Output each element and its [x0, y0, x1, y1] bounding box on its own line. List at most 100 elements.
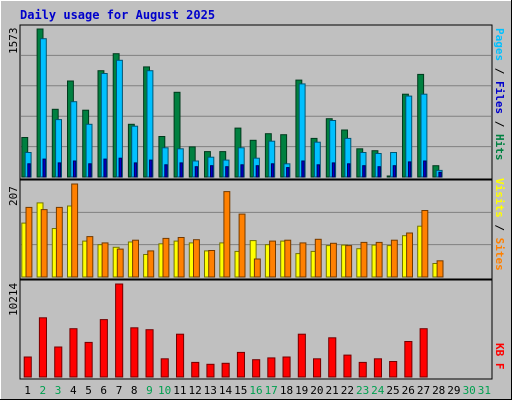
- panel-side-label: Visits / Sites: [493, 178, 506, 271]
- bar-kb-f-day-8: [130, 327, 139, 378]
- x-tick-label-day-3: 3: [55, 384, 62, 397]
- bar-pages-day-8: [133, 162, 138, 178]
- bar-sites-day-18: [284, 239, 292, 278]
- x-tick-label-day-5: 5: [85, 384, 92, 397]
- bar-sites-day-23: [360, 241, 368, 278]
- bar-pages-day-9: [149, 159, 153, 178]
- x-tick-label-day-14: 14: [219, 384, 233, 397]
- x-tick-label-day-19: 19: [295, 384, 308, 397]
- bar-pages-day-27: [423, 160, 427, 178]
- bar-sites-day-6: [101, 242, 109, 278]
- bar-kb-f-day-20: [313, 358, 322, 378]
- bar-kb-f-day-21: [328, 337, 337, 378]
- bar-sites-day-10: [162, 237, 170, 278]
- bar-kb-f-day-6: [99, 319, 108, 378]
- bar-kb-f-day-25: [389, 361, 398, 378]
- x-tick-label-day-6: 6: [100, 384, 107, 397]
- bar-pages-day-19: [301, 160, 305, 178]
- x-tick-label-day-1: 1: [24, 384, 31, 397]
- bar-kb-f-day-7: [115, 283, 124, 378]
- bar-kb-f-day-22: [343, 354, 352, 378]
- x-tick-label-day-18: 18: [280, 384, 293, 397]
- bar-sites-day-8: [132, 239, 140, 278]
- bar-kb-f-day-2: [38, 317, 48, 378]
- x-tick-label-day-12: 12: [188, 384, 201, 397]
- bar-kb-f-day-11: [176, 333, 185, 378]
- bar-sites-day-19: [299, 242, 307, 278]
- x-tick-label-day-4: 4: [70, 384, 77, 397]
- x-tick-label-day-27: 27: [417, 384, 430, 397]
- bar-sites-day-16: [253, 258, 261, 278]
- bar-kb-f-day-9: [145, 329, 154, 378]
- bar-sites-day-15: [238, 213, 246, 278]
- bar-kb-f-day-13: [206, 363, 215, 378]
- side-label-part: KB F: [493, 343, 506, 370]
- x-tick-label-day-20: 20: [310, 384, 323, 397]
- bar-pages-day-24: [377, 166, 381, 178]
- x-tick-label-day-7: 7: [116, 384, 123, 397]
- panel-side-label: KB F: [493, 343, 506, 370]
- bar-pages-day-14: [225, 166, 229, 178]
- x-tick-label-day-17: 17: [265, 384, 278, 397]
- x-tick-label-day-26: 26: [402, 384, 415, 397]
- side-label-part: Hits: [493, 134, 506, 161]
- bar-sites-day-20: [314, 238, 322, 278]
- x-tick-label-day-24: 24: [371, 384, 385, 397]
- bar-pages-day-21: [331, 162, 336, 178]
- bar-pages-day-13: [210, 165, 214, 178]
- bar-kb-f-day-23: [358, 361, 367, 378]
- bar-kb-f-day-27: [419, 328, 428, 378]
- side-label-part: /: [493, 114, 506, 134]
- chart-title: Daily usage for August 2025: [20, 8, 215, 22]
- x-tick-label-day-2: 2: [39, 384, 46, 397]
- bar-kb-f-day-10: [160, 358, 169, 378]
- bar-sites-day-24: [375, 241, 383, 278]
- x-tick-label-day-15: 15: [234, 384, 247, 397]
- bar-sites-day-13: [208, 250, 216, 278]
- panel-side-label: Pages / Files / Hits: [493, 28, 506, 161]
- x-tick-label-day-28: 28: [432, 384, 445, 397]
- x-axis-day-labels: 1 2 3 4 5 6 7 8 9 10 11 12 13 14 15 16 17 18 19 20 21 22 23 24 2…: [24, 384, 491, 397]
- bar-pages-day-10: [164, 164, 168, 178]
- x-tick-label-day-21: 21: [325, 384, 338, 397]
- bar-pages-day-17: [270, 163, 275, 178]
- bar-sites-day-2: [40, 209, 48, 278]
- bar-sites-day-11: [177, 237, 185, 278]
- x-tick-label-day-8: 8: [131, 384, 138, 397]
- panel-max-label: 207: [7, 186, 20, 206]
- panel-max-label: 1573: [7, 28, 20, 55]
- bar-sites-day-26: [406, 232, 414, 278]
- bar-files-day-2: [39, 38, 47, 178]
- bar-pages-day-2: [42, 158, 46, 178]
- bar-sites-day-21: [330, 242, 337, 278]
- bar-sites-day-9: [147, 250, 155, 278]
- bar-pages-day-20: [316, 164, 321, 178]
- bar-sites-day-3: [55, 206, 63, 278]
- x-tick-label-day-22: 22: [341, 384, 354, 397]
- side-label-part: Pages: [493, 28, 506, 61]
- panel-max-label: 10214: [7, 283, 20, 316]
- bar-pages-day-28: [438, 171, 442, 178]
- bar-pages-day-4: [72, 160, 77, 178]
- x-tick-label-day-9: 9: [146, 384, 153, 397]
- bar-kb-f-day-17: [267, 357, 276, 378]
- bar-pages-day-1: [27, 163, 31, 178]
- bar-kb-f-day-3: [54, 346, 63, 378]
- bar-pages-day-26: [407, 161, 412, 178]
- bar-pages-day-6: [103, 158, 107, 178]
- bar-sites-day-25: [390, 239, 398, 278]
- bar-pages-day-15: [240, 164, 244, 178]
- bar-pages-day-7: [118, 157, 122, 178]
- bar-sites-day-22: [345, 245, 353, 278]
- side-label-part: Visits: [493, 178, 506, 218]
- bar-kb-f-day-1: [23, 356, 32, 378]
- bar-pages-day-25: [392, 165, 397, 178]
- bar-sites-day-17: [269, 240, 277, 278]
- x-tick-label-day-13: 13: [204, 384, 217, 397]
- bar-pages-day-18: [286, 167, 290, 178]
- bar-pages-day-12: [194, 166, 199, 178]
- bar-kb-f-day-24: [373, 358, 382, 378]
- bars-layer: [21, 28, 491, 378]
- panel-kb-f: 10214 KB F: [7, 279, 506, 380]
- side-label-part: Files: [493, 81, 506, 114]
